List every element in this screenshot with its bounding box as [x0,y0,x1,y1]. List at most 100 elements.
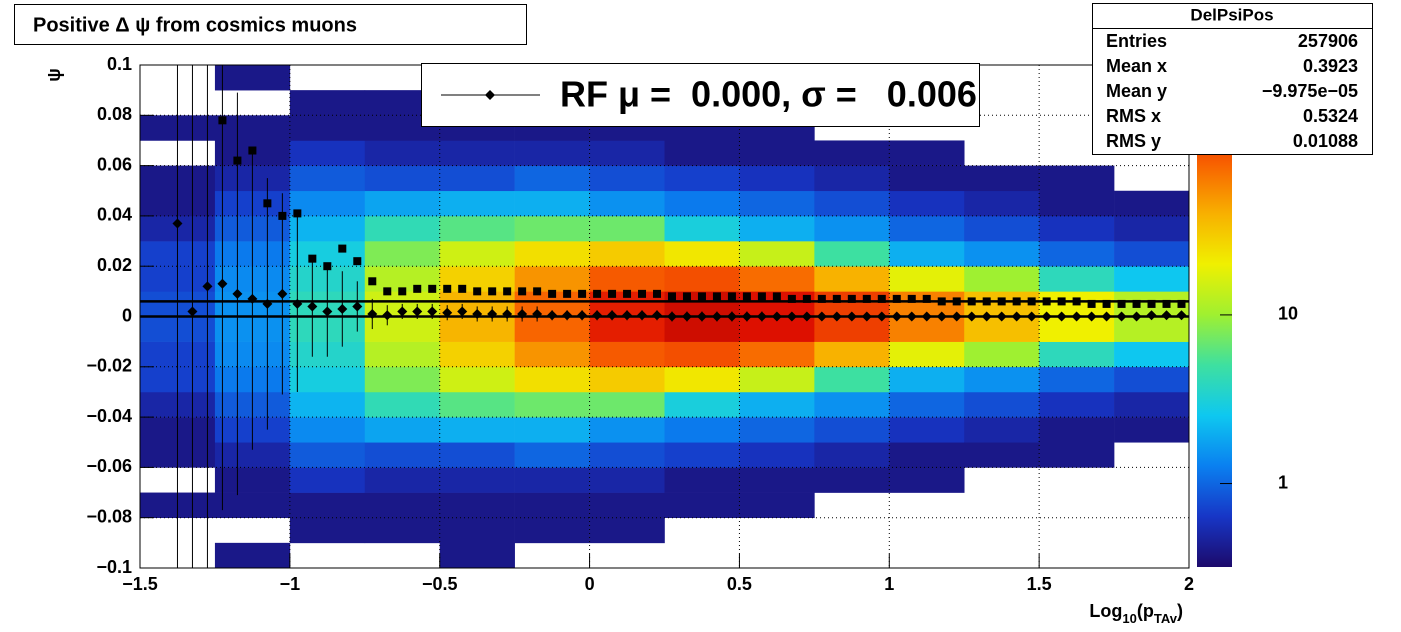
y-tick-label: −0.04 [86,406,132,426]
heatmap-cell [814,241,890,267]
heatmap-cell [289,190,366,217]
heatmap-cell [1039,366,1115,393]
square-marker [982,297,991,306]
x-axis-label-part: ) [1177,601,1183,621]
square-marker [1042,297,1051,306]
diamond-marker [786,311,797,322]
square-marker [832,294,841,303]
heatmap-cell [364,241,441,267]
diamond-marker [666,311,677,322]
square-marker [368,277,377,286]
heatmap-cell [589,341,665,368]
diamond-marker [622,310,633,321]
diamond-marker [921,311,932,322]
x-axis-label: Log10(pTAv) [1089,601,1183,627]
heatmap-cell [514,241,590,267]
heatmap-cell [814,467,890,493]
square-marker [877,294,886,303]
heatmap-cell [664,391,740,418]
diamond-marker [696,311,707,322]
square-marker [533,287,542,296]
diamond-marker [966,311,977,322]
heatmap-cell [589,140,665,166]
heatmap-cell [439,442,515,468]
chart-title: Positive Δ ψ from cosmics muons [33,14,357,36]
heatmap-cell [814,190,890,217]
heatmap-cell [739,241,815,267]
diamond-marker [487,308,498,319]
heatmap-cell [289,417,366,443]
diamond-marker [1131,311,1142,322]
heatmap-cell [1039,165,1115,192]
diamond-marker [607,310,618,321]
heatmap-cell [364,165,441,192]
x-tick-label: 0.5 [727,574,752,594]
heatmap-cell [589,442,665,468]
square-marker [937,297,946,306]
heatmap-cell [364,366,441,393]
diamond-marker [247,293,258,304]
heatmap-cell [739,165,815,192]
x-axis-label-part: (p [1137,601,1154,621]
heatmap-cell [589,417,665,443]
stats-label: Entries [1106,31,1167,51]
heatmap-cell [289,90,366,116]
heatmap-cell [214,542,291,569]
heatmap-cell [814,417,890,443]
heatmap-cell [814,140,890,166]
heatmap-cell [514,190,590,217]
diamond-marker [1026,311,1037,322]
heatmap-cell [514,165,590,192]
heatmap-cell [289,442,366,468]
heatmap-cell [964,417,1040,443]
heatmap-cell [889,366,965,393]
heatmap-cell [814,165,890,192]
diamond-marker [172,218,183,229]
stats-value: 0.3923 [1303,56,1358,76]
heatmap-cell [514,467,590,493]
heatmap-cell [739,417,815,443]
square-marker [1012,297,1021,306]
heatmap-cell [739,215,815,242]
heatmap-cell [664,140,740,166]
y-tick-label: −0.08 [86,506,132,526]
diamond-marker [846,311,857,322]
square-marker [1027,297,1036,306]
square-marker [563,289,572,298]
heatmap-cell [514,391,590,418]
heatmap-cell [1114,391,1190,418]
diamond-marker [816,311,827,322]
heatmap-cell [439,391,515,418]
square-marker [353,257,362,266]
diamond-marker [367,308,378,319]
heatmap-cell [664,467,740,493]
x-tick-label: 1 [884,574,894,594]
diamond-marker [981,311,992,322]
square-marker [1132,299,1141,308]
diamond-marker [382,310,393,321]
heatmap-cell [364,391,441,418]
heatmap-cell [289,366,366,393]
heatmap-cell [814,366,890,393]
heatmap-cell [439,341,515,368]
square-marker [952,297,961,306]
diamond-marker [262,298,273,309]
heatmap-cell [664,341,740,368]
heatmap-cell [664,241,740,267]
diamond-marker [1041,311,1052,322]
heatmap-cell [514,266,590,292]
heatmap-cell [964,165,1040,192]
diamond-marker [996,311,1007,322]
diamond-marker [906,311,917,322]
square-marker [787,294,796,303]
stats-value: 0.5324 [1303,106,1358,126]
heatmap-cell [1039,215,1115,242]
heatmap-cell [289,391,366,418]
heatmap-cell [589,165,665,192]
heatmap-cell [889,241,965,267]
heatmap-cell [1114,266,1190,292]
square-marker [323,262,332,271]
square-marker [488,287,497,296]
heatmap-cell [439,492,515,518]
